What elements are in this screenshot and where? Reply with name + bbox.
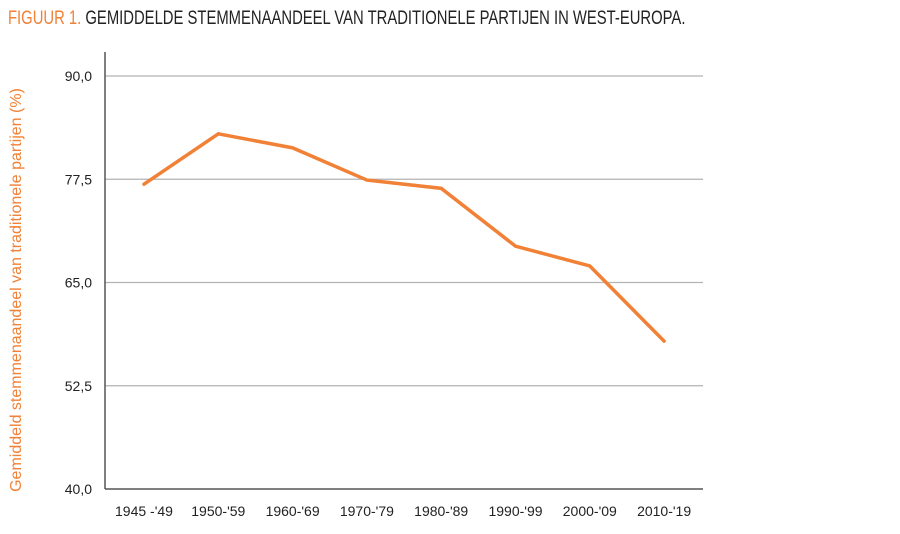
y-tick-label: 65,0: [65, 275, 92, 291]
y-tick-label: 77,5: [65, 171, 92, 187]
chart-title: FIGUUR 1. GEMIDDELDE STEMMENAANDEEL VAN …: [8, 8, 685, 30]
y-tick-label: 40,0: [65, 481, 92, 497]
x-tick-label: 1980-'89: [414, 503, 468, 519]
y-axis-label: Gemiddeld stemmenaandeel van traditionel…: [8, 88, 25, 492]
y-tick-label: 90,0: [65, 68, 92, 84]
figure-label: FIGUUR 1.: [8, 8, 82, 29]
x-tick-label: 1960-'69: [266, 503, 320, 519]
x-tick-label: 1945 -'49: [115, 503, 173, 519]
y-tick-label: 52,5: [65, 378, 92, 394]
x-tick-label: 1950-'59: [191, 503, 245, 519]
x-tick-label: 2000-'09: [563, 503, 617, 519]
series-line: [142, 131, 666, 343]
x-tick-label: 2010-'19: [637, 503, 691, 519]
x-tick-label: 1990-'99: [488, 503, 542, 519]
title-text: GEMIDDELDE STEMMENAANDEEL VAN TRADITIONE…: [85, 8, 686, 29]
x-tick-label: 1970-'79: [340, 503, 394, 519]
